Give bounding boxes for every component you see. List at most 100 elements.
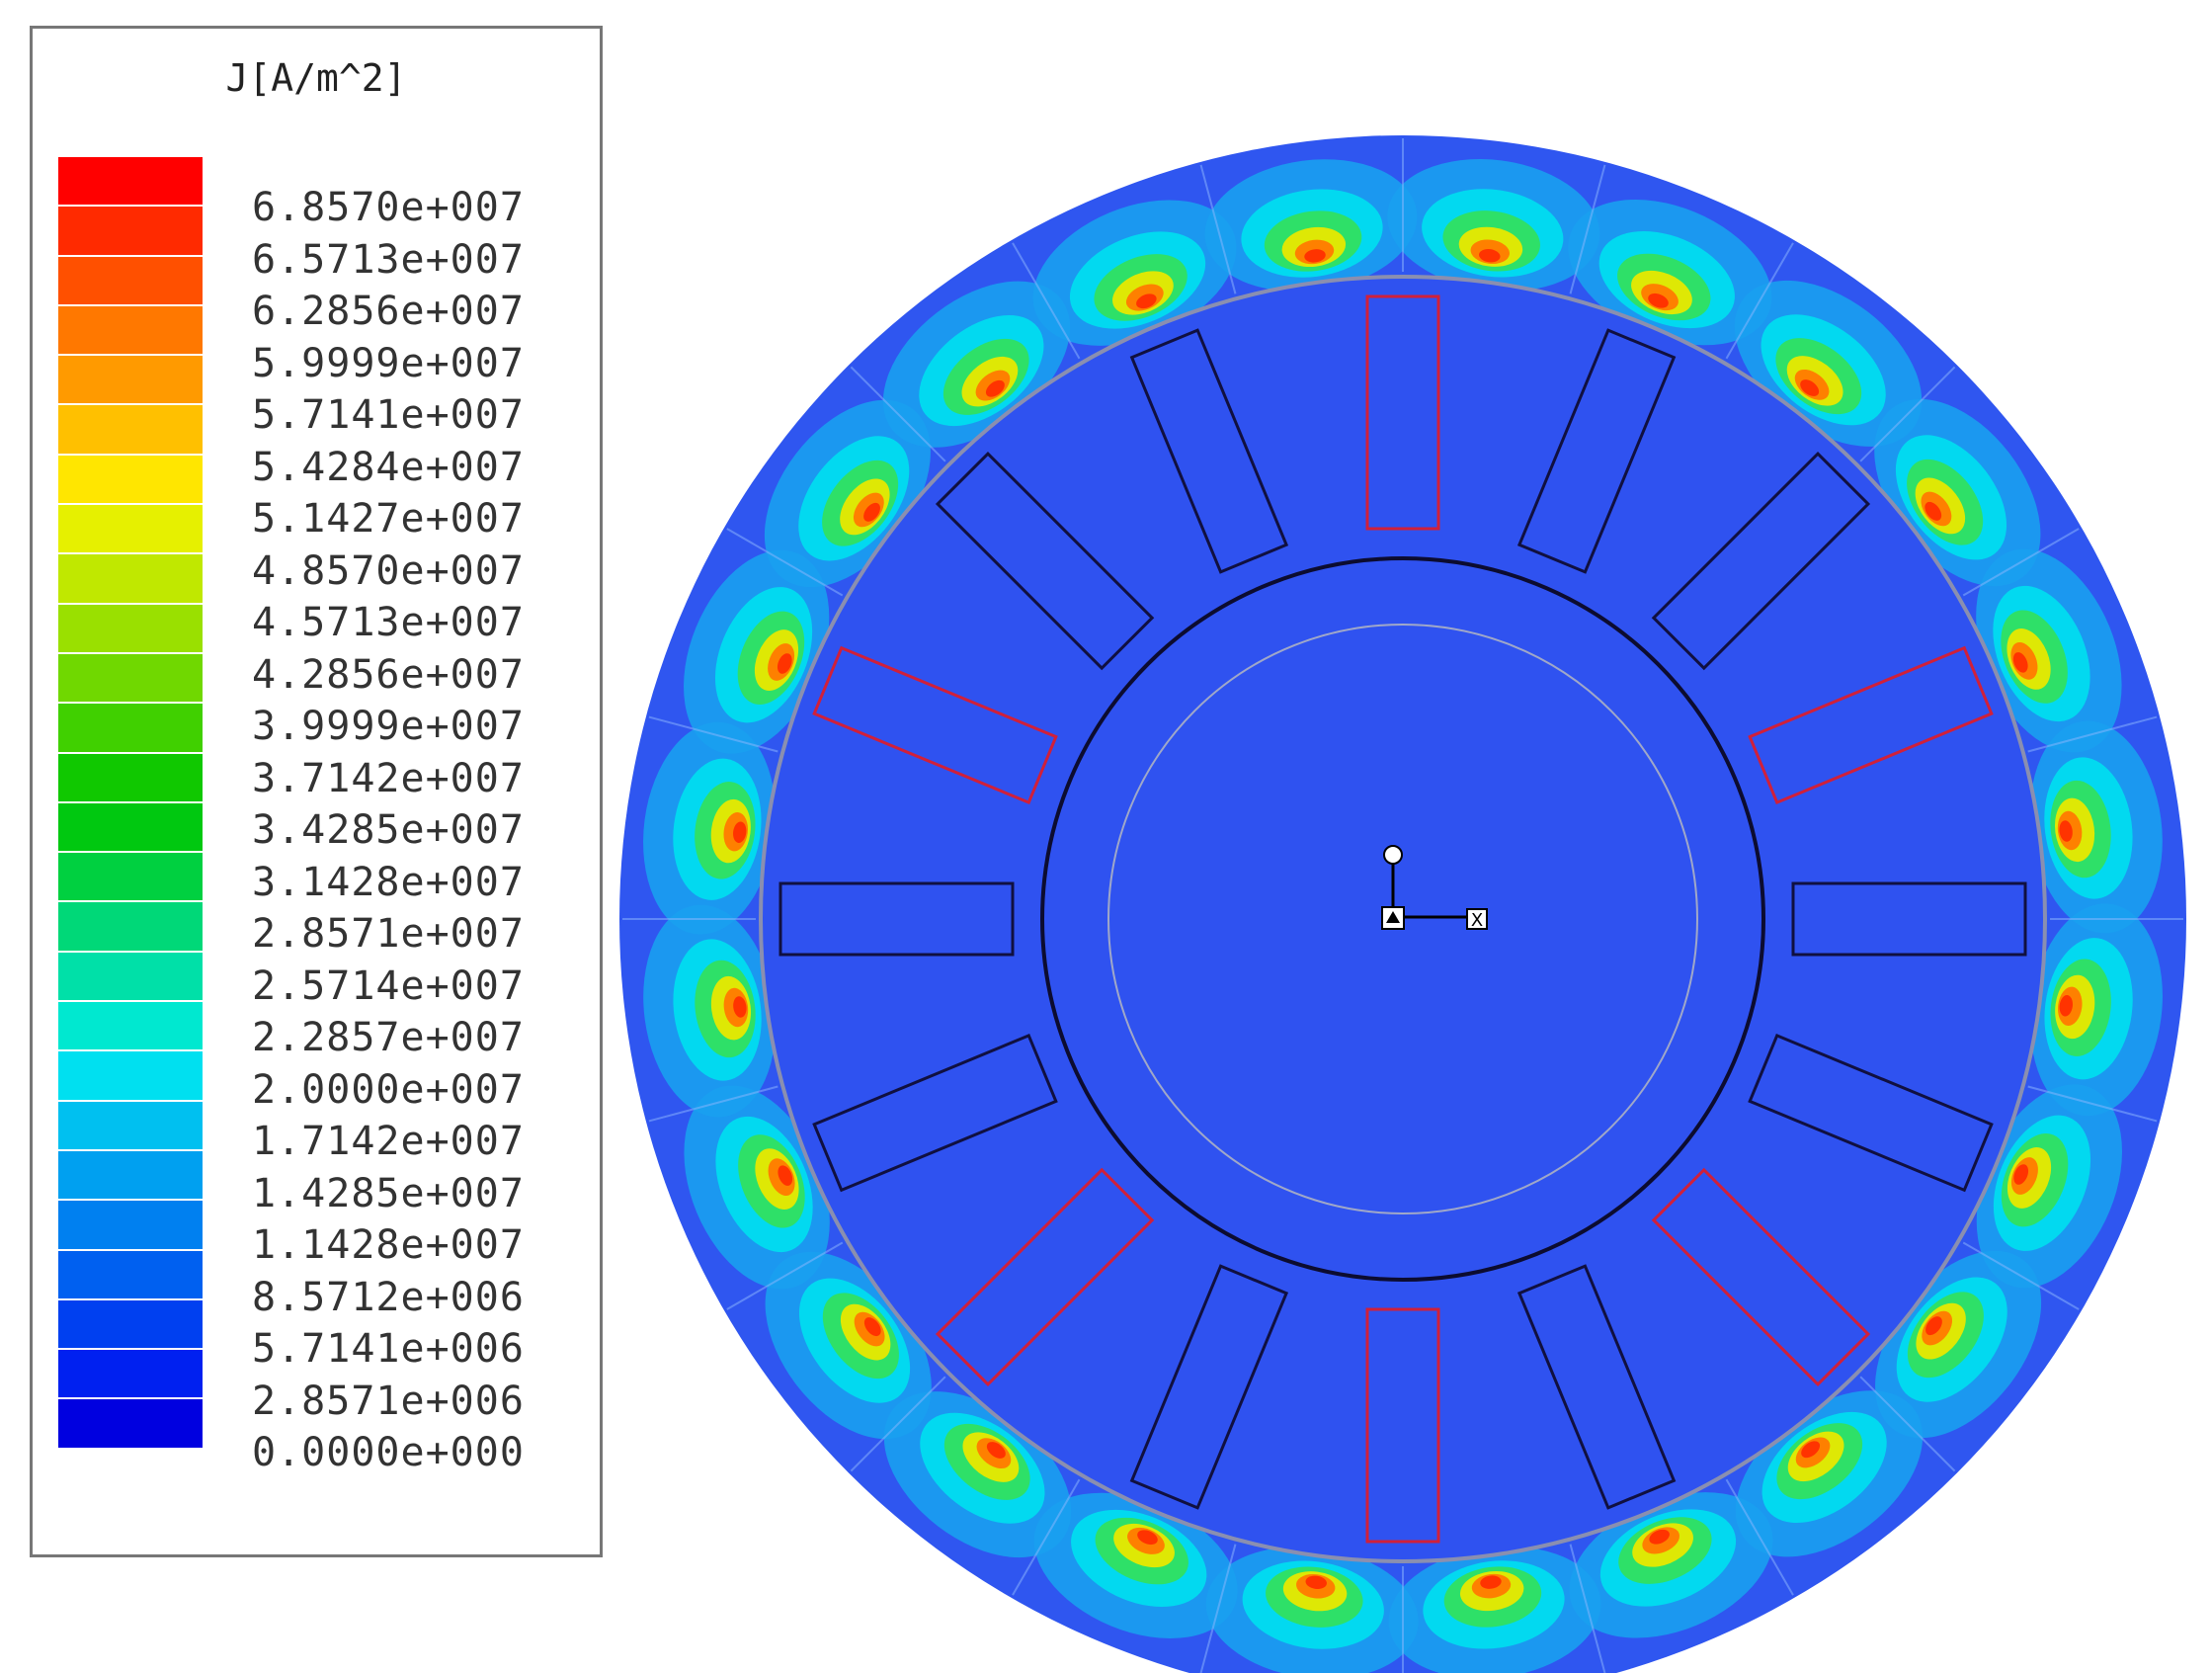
coil-rect: [1651, 451, 1871, 671]
hotspot-band: [1648, 293, 1669, 308]
x-axis-label: X: [1471, 910, 1483, 931]
ring-divider: [726, 528, 844, 597]
legend-label: 6.5713e+007: [252, 236, 525, 283]
legend-label: 5.9999e+007: [252, 340, 525, 386]
legend-label: 4.2856e+007: [252, 651, 525, 698]
legend-label: 3.1428e+007: [252, 859, 525, 905]
legend-label: 2.8571e+007: [252, 911, 525, 957]
legend-label: 3.9999e+007: [252, 704, 525, 749]
legend-label: 3.7142e+007: [252, 755, 525, 801]
hotspot-band: [2012, 652, 2028, 673]
ring-divider: [1859, 366, 1956, 462]
legend-label: 6.2856e+007: [252, 289, 525, 334]
ring-divider: [1962, 528, 2080, 597]
legend-label: 2.0000e+007: [252, 1066, 525, 1113]
ring-divider: [1962, 1241, 2080, 1310]
ring-divider: [1859, 1376, 1956, 1472]
ring-divider: [648, 1085, 778, 1123]
legend-swatch: [58, 157, 203, 208]
ring-divider: [2027, 715, 2158, 753]
hotspot-band: [2059, 820, 2073, 842]
legend-color-bar: [58, 157, 203, 1450]
slot: [1748, 645, 1994, 805]
legend-swatch: [58, 405, 203, 456]
legend-swatch: [58, 1399, 203, 1450]
hotspot-band: [1925, 1316, 1942, 1336]
slot: [1129, 1264, 1289, 1510]
legend-swatch: [58, 853, 203, 903]
slot: [812, 645, 1058, 805]
slot: [935, 451, 1155, 671]
legend-swatch: [58, 1051, 203, 1102]
legend-swatch: [58, 455, 203, 506]
coil-rect: [1748, 645, 1994, 805]
hotspot-band: [986, 1442, 1006, 1459]
ring-divider: [648, 715, 778, 753]
legend-title: J[A/m^2]: [225, 56, 407, 100]
ring-divider: [2027, 1085, 2158, 1123]
hotspot-band: [1305, 1575, 1327, 1589]
hotspot-band: [778, 1165, 793, 1186]
coil-rect: [1651, 1167, 1871, 1387]
hotspot-band: [1649, 1529, 1670, 1545]
slot: [1365, 1307, 1440, 1544]
hotspot-band: [1479, 249, 1501, 263]
legend-label: 0.0000e+000: [252, 1430, 525, 1475]
legend-label: 5.7141e+007: [252, 392, 525, 438]
coil-rect: [1791, 881, 2027, 957]
legend-swatch: [58, 902, 203, 953]
hotspot-band: [1136, 293, 1157, 309]
legend-swatch: [58, 952, 203, 1003]
origin-arrow-icon: [1386, 911, 1400, 923]
legend-swatch: [58, 1250, 203, 1300]
legend-swatch: [58, 256, 203, 306]
coil-rect: [1129, 1264, 1289, 1510]
coil-rect: [1365, 294, 1440, 531]
hotspot-band: [1925, 501, 1942, 521]
hotspot-band: [777, 653, 792, 674]
legend-label: 8.5712e+006: [252, 1274, 525, 1320]
legend-swatch: [58, 604, 203, 654]
ring-divider: [1199, 164, 1237, 294]
legend-swatch: [58, 1299, 203, 1351]
legend-swatch: [58, 1150, 203, 1202]
hotspot-band: [863, 502, 880, 522]
x-axis-box: [1466, 908, 1488, 930]
legend-label: 2.8571e+006: [252, 1378, 525, 1424]
legend-swatch: [58, 704, 203, 754]
hotspot-band: [2013, 1164, 2029, 1185]
ring-divider: [1012, 1478, 1081, 1596]
legend-swatch: [58, 1201, 203, 1251]
hotspot-band: [1304, 249, 1326, 263]
shaft-circle: [1107, 624, 1698, 1214]
coil-rect: [935, 451, 1155, 671]
origin-marker-top: [1383, 845, 1403, 865]
legend-swatch: [58, 505, 203, 555]
legend-swatch: [58, 1002, 203, 1052]
hotspot-band: [1137, 1530, 1158, 1546]
slot: [1516, 328, 1677, 574]
ring-divider: [726, 1241, 844, 1310]
coil-rect: [1129, 328, 1289, 574]
legend-swatch: [58, 1101, 203, 1151]
ring-divider: [850, 1376, 946, 1472]
legend-label: 5.7141e+006: [252, 1326, 525, 1372]
hotspot-band: [733, 821, 747, 843]
field-plot: X: [603, 59, 2212, 1673]
slot: [1651, 451, 1871, 671]
ring-divider: [850, 366, 946, 462]
slot: [1365, 294, 1440, 531]
hotspot-band: [985, 379, 1005, 397]
ring-divider: [1725, 1478, 1794, 1596]
hotspot-band: [1801, 1441, 1821, 1459]
legend-label: 5.1427e+007: [252, 496, 525, 542]
legend-swatch: [58, 207, 203, 257]
legend-label: 2.2857e+007: [252, 1015, 525, 1060]
legend-label: 5.4284e+007: [252, 444, 525, 490]
hotspot-band: [2059, 995, 2073, 1017]
hotspot-band: [1800, 379, 1820, 396]
hotspot-band: [733, 996, 747, 1018]
legend-label: 2.5714e+007: [252, 962, 525, 1009]
legend-swatch: [58, 305, 203, 357]
ring-divider: [1569, 164, 1606, 294]
